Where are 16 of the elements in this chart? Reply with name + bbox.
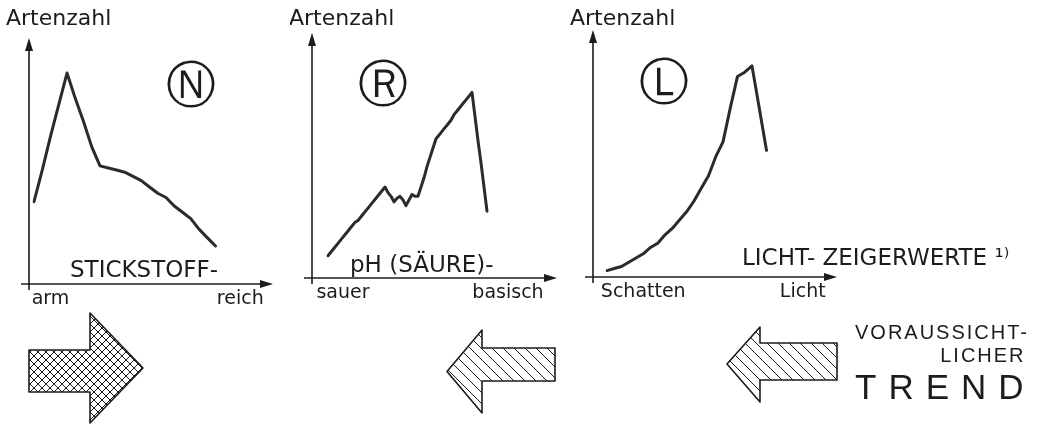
x-tick-label: basisch (472, 280, 544, 303)
x-tick-label: sauer (316, 280, 370, 303)
y-axis-title: Artenzahl (570, 5, 676, 30)
y-axis-title: Artenzahl (6, 5, 112, 30)
text: VORAUSSICHT- LICHER TREND (855, 321, 1036, 406)
x-tick-label: reich (216, 286, 264, 309)
x-axis-title: LICHT- ZEIGERWERTE ¹⁾ (742, 244, 1010, 270)
x-axis-title: pH (SÄURE)- (350, 250, 494, 277)
annotation: Ⓛ (639, 52, 689, 111)
x-tick-label: Schatten (600, 279, 686, 302)
annotation: Ⓝ (166, 55, 216, 114)
x-tick-label: Licht (779, 279, 826, 302)
annotation: Ⓡ (358, 54, 408, 113)
y-axis-title: Artenzahl (289, 5, 395, 30)
x-tick-label: arm (31, 286, 70, 309)
x-axis-title: STICKSTOFF- (70, 256, 219, 282)
